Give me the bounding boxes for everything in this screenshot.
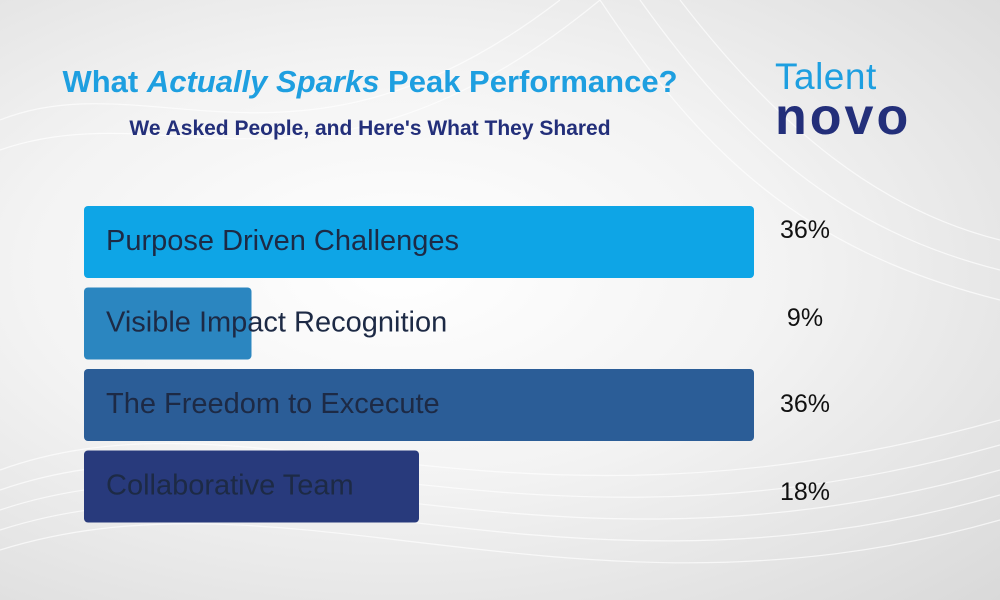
- logo-text-novo: novo: [775, 88, 912, 146]
- bar-4: [84, 450, 419, 523]
- chart-title: What Actually Sparks Peak Performance?: [62, 64, 678, 99]
- bar-label-3: The Freedom to Excecute: [106, 388, 440, 420]
- bar-label-1: Purpose Driven Challenges: [106, 225, 459, 257]
- value-label-4: 18%: [780, 478, 830, 506]
- chart-subtitle: We Asked People, and Here's What They Sh…: [129, 117, 611, 140]
- bar-1: [84, 206, 754, 278]
- logo-text-talent: Talent: [775, 56, 877, 97]
- value-label-1: 36%: [780, 216, 830, 244]
- bar-label-2: Visible Impact Recognition: [106, 307, 447, 339]
- bar-3: [84, 369, 754, 441]
- value-label-2: 9%: [787, 304, 823, 332]
- bar-label-4: Collaborative Team: [106, 470, 354, 502]
- talentnovo-logo: Talent novo: [775, 58, 911, 143]
- bar-2: [84, 287, 252, 360]
- value-label-3: 36%: [780, 390, 830, 418]
